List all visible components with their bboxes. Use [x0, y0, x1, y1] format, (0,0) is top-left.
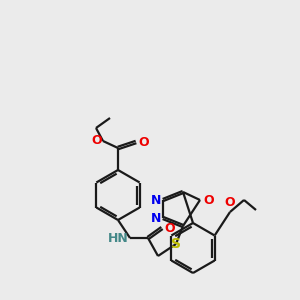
- Text: O: O: [225, 196, 235, 209]
- Text: S: S: [171, 237, 181, 251]
- Text: N: N: [151, 194, 161, 206]
- Text: HN: HN: [108, 232, 129, 244]
- Text: O: O: [92, 134, 102, 148]
- Text: O: O: [203, 194, 214, 206]
- Text: O: O: [138, 136, 148, 148]
- Text: O: O: [164, 221, 175, 235]
- Text: N: N: [151, 212, 161, 224]
